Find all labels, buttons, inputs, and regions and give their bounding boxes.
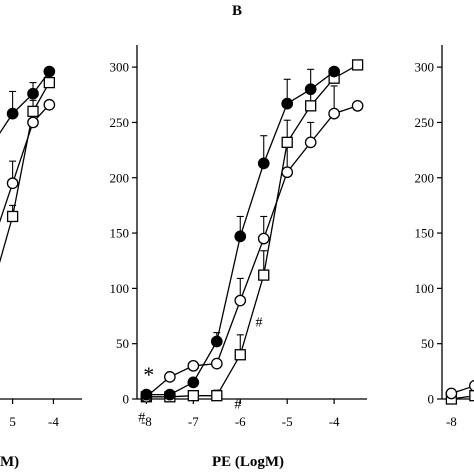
data-point-square [27, 105, 39, 118]
data-point-open-circle [187, 359, 200, 372]
data-point-filled-circle [164, 388, 176, 401]
data-point-filled-circle [304, 83, 317, 96]
y-tick-label: 250 [415, 115, 435, 130]
y-tick-label: 50 [116, 336, 129, 351]
x-tick-label: -4 [48, 414, 59, 429]
x-tick-label: -6 [235, 414, 246, 429]
data-point-filled-circle [43, 65, 56, 78]
data-point-open-circle [43, 98, 56, 111]
data-point-open-circle [257, 232, 270, 245]
x-tick-label: -5 [282, 414, 293, 429]
significance-hash: # [234, 397, 241, 412]
x-tick-label: -7 [188, 414, 199, 429]
series-line-open-circle [145, 105, 358, 398]
data-point-filled-circle [328, 65, 340, 78]
y-tick-label: 250 [110, 115, 130, 130]
data-point-open-circle [164, 371, 176, 383]
y-tick-label: 0 [123, 392, 130, 407]
series-line-open-square [146, 64, 358, 398]
y-tick-label: 200 [110, 170, 130, 185]
x-tick-label: 5 [9, 414, 16, 429]
data-point-square [234, 349, 246, 361]
chart-panel-center: 0 50 100 150 200 250 300 -8 -7 -6 -5 -4 PE (LogM) * # #… [110, 45, 367, 470]
data-point-open-circle [304, 136, 317, 149]
y-tick-label: 300 [415, 60, 435, 75]
x-tick-label: -4 [329, 414, 340, 429]
y-tick-label: 200 [415, 170, 435, 185]
x-tick-label: -8 [446, 414, 457, 429]
chart-panel-right: 0 50 100 150 200 250 300 -8 [415, 45, 474, 429]
data-point-square [187, 390, 199, 402]
series-line-filled-circle [0, 71, 50, 134]
data-point-filled-circle [6, 107, 19, 120]
data-point-square [211, 390, 223, 402]
data-point-square [469, 390, 474, 402]
data-point-square [43, 76, 55, 89]
data-point-filled-circle [140, 388, 153, 401]
data-point-open-circle [27, 116, 39, 129]
data-point-filled-circle [234, 230, 247, 243]
data-point-square [305, 100, 317, 112]
significance-hash: # [138, 411, 145, 426]
data-point-filled-circle [27, 87, 39, 100]
data-point-square [351, 59, 364, 71]
data-point-open-circle [445, 387, 458, 400]
data-point-square [6, 210, 19, 223]
significance-star: * [143, 362, 154, 387]
data-point-open-circle [234, 294, 247, 307]
y-tick-label: 0 [428, 392, 435, 407]
x-axis-title: PE (LogM) [212, 454, 284, 470]
data-point-square [281, 136, 293, 149]
data-point-filled-circle [257, 157, 270, 170]
data-point-open-circle [328, 107, 340, 120]
y-tick-label: 50 [421, 336, 434, 351]
series-line-open-circle [0, 104, 50, 223]
panel-label: B [232, 3, 242, 19]
data-point-open-circle [469, 379, 474, 392]
data-point-open-circle [351, 99, 364, 112]
x-tick-label: -8 [141, 414, 152, 429]
y-tick-label: 300 [110, 60, 130, 75]
y-tick-label: 150 [415, 226, 435, 241]
data-point-open-circle [210, 357, 223, 370]
data-point-open-circle [6, 177, 19, 190]
x-axis-title: M) [0, 454, 19, 470]
series-line-open-square [0, 82, 50, 264]
significance-hash: # [256, 316, 263, 331]
data-point-filled-circle [187, 376, 200, 389]
data-point-filled-circle [281, 97, 294, 110]
y-tick-label: 150 [110, 226, 130, 241]
data-point-square [258, 269, 270, 281]
data-point-filled-circle [210, 335, 223, 348]
y-tick-label: 100 [415, 281, 435, 296]
data-point-open-circle [281, 166, 294, 179]
chart-panel-left: 5 -4 M) [0, 65, 82, 470]
y-tick-label: 100 [110, 281, 130, 296]
